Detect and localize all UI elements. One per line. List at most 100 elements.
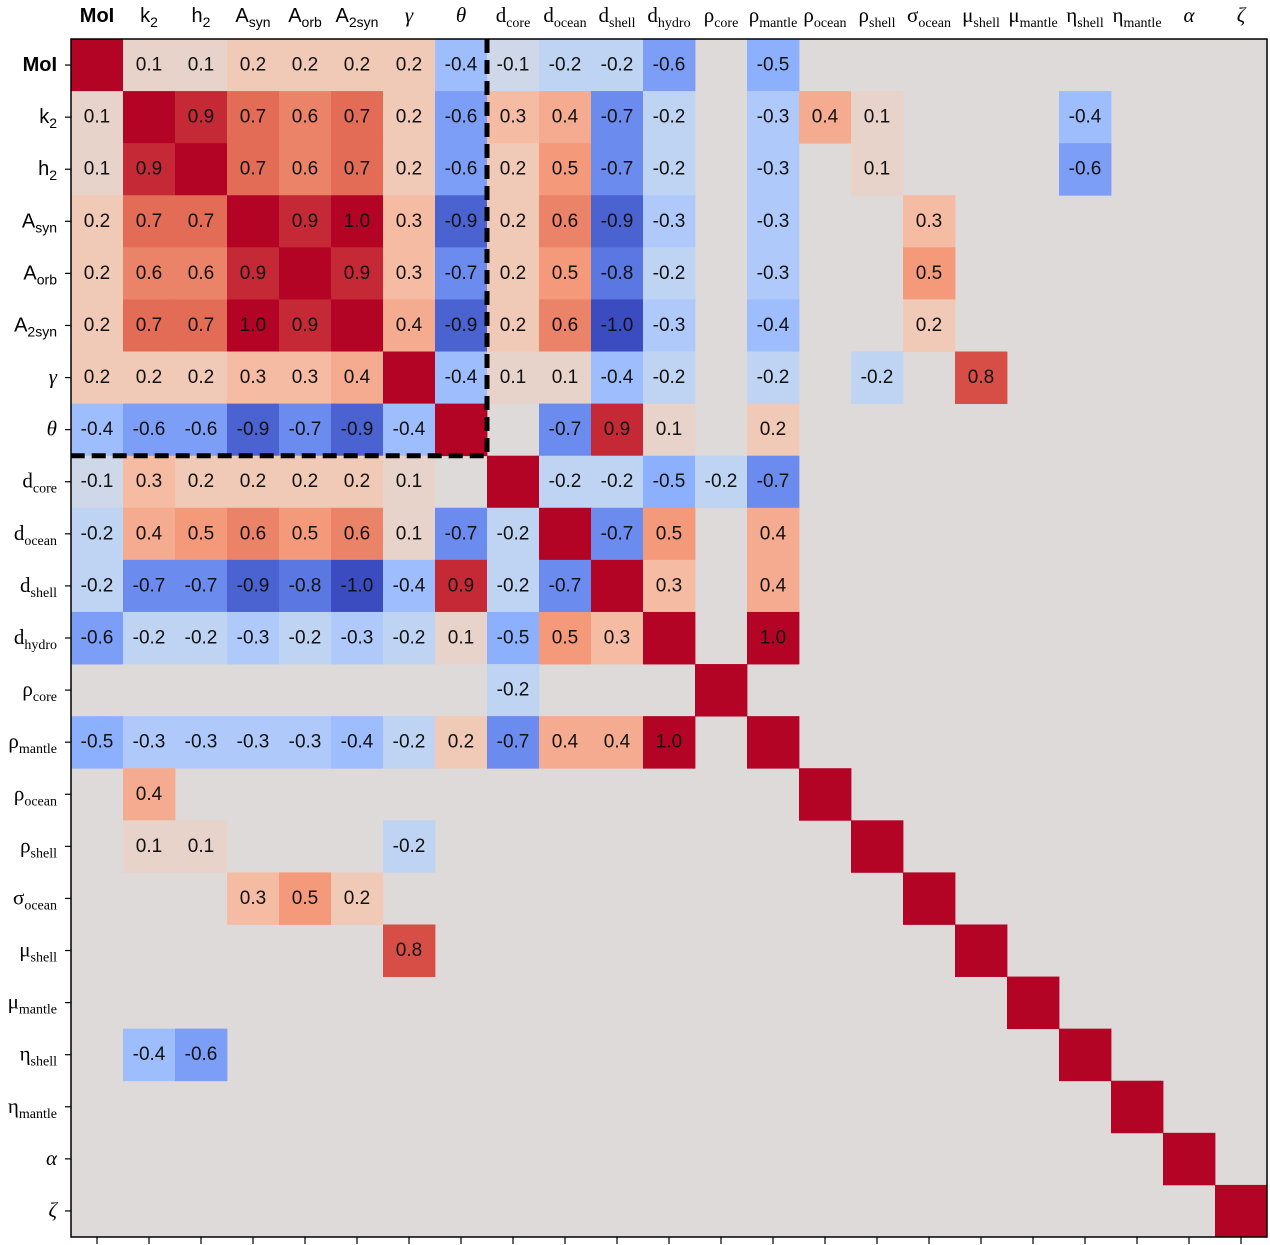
- heatmap-cell-dhydro-dhydro: [643, 611, 696, 665]
- cell-value-docean-gamma: 0.1: [396, 523, 422, 544]
- heatmap-cell-MoI-k2: [123, 39, 176, 92]
- cell-value-dhydro-A2syn: -0.3: [341, 628, 374, 649]
- cell-value-dhydro-docean: 0.5: [552, 628, 578, 649]
- cell-value-Aorb-k2: 0.6: [136, 263, 162, 284]
- x-label-rhomantle: ρmantle: [749, 3, 798, 31]
- cell-value-h2-docean: 0.5: [552, 159, 578, 180]
- y-label-rhocore: ρcore: [22, 677, 57, 705]
- heatmap-cell-dcore-gamma: [383, 455, 436, 509]
- cell-value-Asyn-dshell: -0.9: [601, 211, 634, 232]
- cell-value-MoI-dshell: -0.2: [601, 55, 634, 76]
- cell-value-sigmaocean-Asyn: 0.3: [240, 888, 266, 909]
- cell-value-A2syn-theta: -0.9: [445, 315, 478, 336]
- cell-value-rhocore-dcore: -0.2: [497, 680, 530, 701]
- heatmap-cell-dhydro-theta: [435, 611, 488, 665]
- heatmap-cell-docean-k2: [123, 507, 176, 561]
- cell-value-Aorb-MoI: 0.2: [84, 263, 110, 284]
- heatmap-cell-MoI-dshell: [591, 39, 644, 92]
- heatmap-cell-rhomantle-rhomantle: [747, 716, 800, 769]
- heatmap-cell-dhydro-gamma: [383, 611, 436, 665]
- cell-value-docean-h2: 0.5: [188, 523, 214, 544]
- cell-value-theta-A2syn: -0.9: [341, 419, 374, 440]
- heatmap-cell-A2syn-dcore: [487, 299, 540, 352]
- x-label-dcore: dcore: [496, 3, 531, 31]
- cell-value-dcore-Asyn: 0.2: [240, 471, 266, 492]
- heatmap-cell-mushell-mushell: [955, 924, 1008, 977]
- y-label-h2: h2: [38, 158, 57, 183]
- heatmap-cell-etamantle-etamantle: [1111, 1080, 1164, 1134]
- cell-value-k2-rhoshell: 0.1: [864, 107, 890, 128]
- x-label-rhoshell: ρshell: [859, 3, 896, 31]
- cell-value-docean-dcore: -0.2: [497, 523, 530, 544]
- cell-value-rhoshell-k2: 0.1: [136, 836, 162, 857]
- heatmap-cell-MoI-Asyn: [227, 39, 280, 92]
- heatmap-cell-dshell-dshell: [591, 559, 644, 613]
- heatmap-cell-theta-Asyn: [227, 403, 280, 457]
- cell-value-dhydro-h2: -0.2: [185, 628, 218, 649]
- heatmap-cell-dcore-Asyn: [227, 455, 280, 509]
- heatmap-cell-h2-k2: [123, 143, 176, 196]
- cell-value-gamma-MoI: 0.2: [84, 367, 110, 388]
- y-label-theta: θ: [47, 417, 57, 441]
- cell-value-Aorb-dcore: 0.2: [500, 263, 526, 284]
- cell-value-dhydro-gamma: -0.2: [393, 628, 426, 649]
- heatmap-cell-k2-theta: [435, 91, 488, 144]
- cell-value-h2-theta: -0.6: [445, 159, 478, 180]
- heatmap-cell-dshell-MoI: [71, 559, 124, 613]
- heatmap-cell-gamma-A2syn: [331, 351, 384, 405]
- heatmap-cell-theta-A2syn: [331, 403, 384, 457]
- cell-value-dshell-gamma: -0.4: [393, 575, 426, 596]
- cell-value-Aorb-dhydro: -0.2: [653, 263, 686, 284]
- x-label-rhoocean: ρocean: [803, 3, 846, 31]
- cell-value-k2-rhomantle: -0.3: [757, 107, 790, 128]
- heatmap-cell-MoI-A2syn: [331, 39, 384, 92]
- cell-value-etashell-k2: -0.4: [133, 1044, 166, 1065]
- cell-value-theta-dhydro: 0.1: [656, 419, 682, 440]
- cell-value-A2syn-rhomantle: -0.4: [757, 315, 790, 336]
- heatmap-cell-A2syn-rhomantle: [747, 299, 800, 352]
- cell-value-h2-dshell: -0.7: [601, 159, 634, 180]
- cell-value-h2-MoI: 0.1: [84, 159, 110, 180]
- x-axis-labels: MoI k2 h2 Asyn Aorb A2syn γ θ dcore docean dshell d…: [80, 3, 1247, 31]
- heatmap-cell-gamma-dhydro: [643, 351, 696, 405]
- heatmap-cell-Aorb-rhomantle: [747, 247, 800, 300]
- heatmap-cell-dshell-Asyn: [227, 559, 280, 613]
- cell-value-Aorb-gamma: 0.3: [396, 263, 422, 284]
- y-label-mumantle: μmantle: [8, 990, 57, 1018]
- heatmap-cell-h2-rhomantle: [747, 143, 800, 196]
- cell-value-gamma-Aorb: 0.3: [292, 367, 318, 388]
- cell-value-k2-etashell: -0.4: [1069, 107, 1102, 128]
- y-axis-labels: MoI k2 h2 Asyn Aorb A2syn γ θ dcore docean dshell d…: [8, 54, 59, 1222]
- y-label-Aorb: Aorb: [23, 262, 57, 287]
- heatmap-cell-A2syn-MoI: [71, 299, 124, 352]
- cell-value-docean-A2syn: 0.6: [344, 523, 370, 544]
- heatmap-cell-h2-rhoshell: [851, 143, 904, 196]
- heatmap-cell-rhomantle-dshell: [591, 716, 644, 769]
- x-label-theta: θ: [456, 3, 466, 27]
- heatmap-cell-rhocore-rhocore: [695, 664, 748, 717]
- cell-value-dcore-docean: -0.2: [549, 471, 582, 492]
- cell-value-dhydro-Aorb: -0.2: [289, 628, 322, 649]
- heatmap-cell-dcore-MoI: [71, 455, 124, 509]
- heatmap-cell-dcore-rhomantle: [747, 455, 800, 509]
- cell-value-Asyn-rhomantle: -0.3: [757, 211, 790, 232]
- heatmap-cell-docean-h2: [175, 507, 228, 561]
- heatmap-cell-dhydro-A2syn: [331, 611, 384, 665]
- cell-value-Asyn-MoI: 0.2: [84, 211, 110, 232]
- cell-value-dshell-A2syn: -1.0: [341, 575, 374, 596]
- heatmap-cell-rhoocean-rhoocean: [799, 768, 852, 821]
- heatmap-cell-gamma-k2: [123, 351, 176, 405]
- cell-value-Asyn-h2: 0.7: [188, 211, 214, 232]
- heatmap-cell-rhoshell-gamma: [383, 820, 436, 873]
- cell-value-MoI-rhomantle: -0.5: [757, 55, 790, 76]
- heatmap-cell-A2syn-Aorb: [279, 299, 332, 352]
- heatmap-cell-dcore-Aorb: [279, 455, 332, 509]
- heatmap-cell-k2-A2syn: [331, 91, 384, 144]
- cell-value-theta-rhomantle: 0.2: [760, 419, 786, 440]
- heatmap-cell-Asyn-MoI: [71, 195, 124, 248]
- heatmap-cell-dshell-gamma: [383, 559, 436, 613]
- heatmap-cell-k2-dshell: [591, 91, 644, 144]
- heatmap-cell-rhomantle-docean: [539, 716, 592, 769]
- cell-value-dcore-dhydro: -0.5: [653, 471, 686, 492]
